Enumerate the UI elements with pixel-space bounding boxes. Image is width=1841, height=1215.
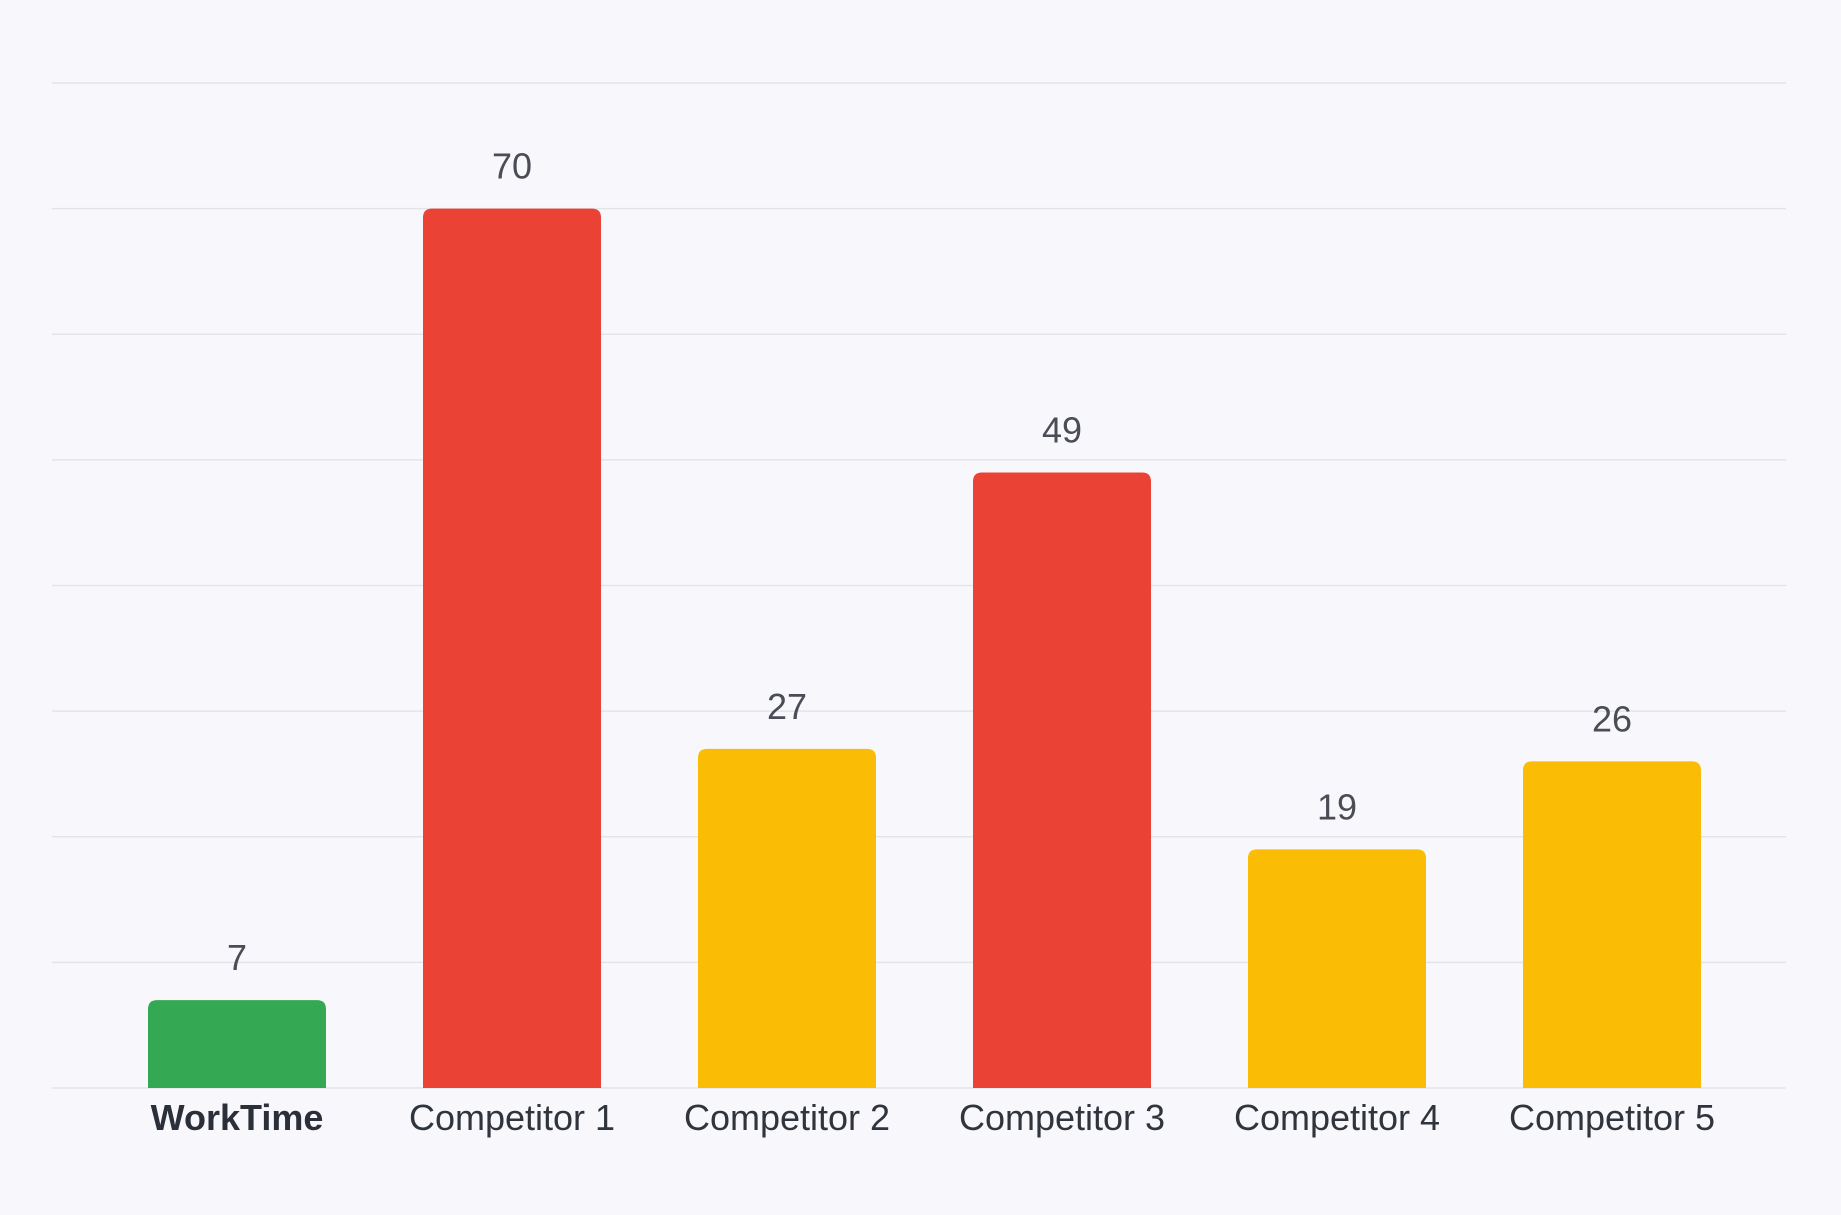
bar-worktime — [148, 1000, 326, 1088]
category-label-competitor-5: Competitor 5 — [1509, 1097, 1715, 1138]
bar-competitor-2 — [698, 748, 876, 1088]
bar-competitor-3 — [973, 472, 1151, 1088]
value-label-competitor-5: 26 — [1592, 698, 1632, 739]
bar-competitor-4 — [1248, 849, 1426, 1088]
grid-lines — [52, 82, 1786, 1089]
category-label-competitor-1: Competitor 1 — [409, 1097, 615, 1138]
value-label-competitor-3: 49 — [1042, 409, 1082, 450]
value-label-competitor-1: 70 — [492, 146, 532, 187]
category-label-competitor-3: Competitor 3 — [959, 1097, 1165, 1138]
category-label-worktime: WorkTime — [151, 1097, 324, 1138]
bars — [148, 208, 1701, 1088]
bar-competitor-1 — [423, 208, 601, 1088]
value-label-competitor-4: 19 — [1317, 786, 1357, 827]
value-labels: 7 70 27 49 19 26 — [227, 146, 1632, 978]
category-label-competitor-2: Competitor 2 — [684, 1097, 890, 1138]
category-labels: WorkTime Competitor 1 Competitor 2 Competit… — [151, 1097, 1715, 1138]
category-label-competitor-4: Competitor 4 — [1234, 1097, 1440, 1138]
value-label-competitor-2: 27 — [767, 686, 807, 727]
bar-competitor-5 — [1523, 761, 1701, 1088]
value-label-worktime: 7 — [227, 937, 247, 978]
